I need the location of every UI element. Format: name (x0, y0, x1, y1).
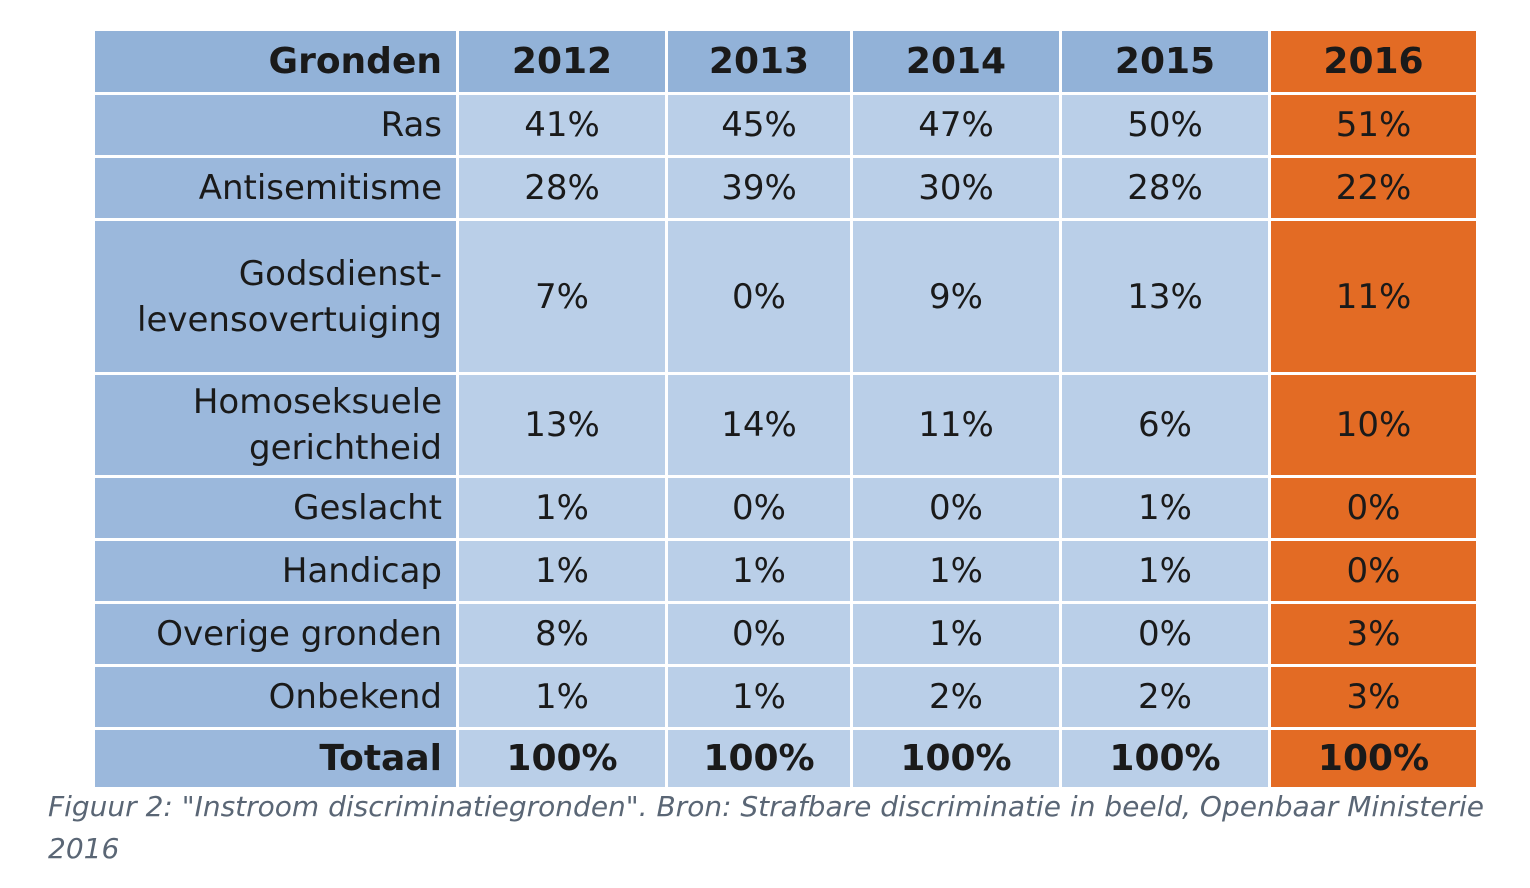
header-row: Gronden 2012 2013 2014 2015 2016 (92, 28, 1479, 95)
table-cell-highlight: 3% (1268, 664, 1479, 730)
table-cell: 0% (665, 475, 853, 541)
table-cell: 14% (665, 372, 853, 478)
table-cell: 0% (1059, 601, 1271, 667)
row-label: Ras (92, 92, 459, 158)
table-row: Overige gronden 8% 0% 1% 0% 3% (92, 601, 1479, 667)
column-header: 2013 (665, 28, 853, 95)
data-table: Gronden 2012 2013 2014 2015 2016 Ras 41%… (92, 28, 1479, 790)
total-cell: 100% (850, 727, 1062, 790)
table-cell: 50% (1059, 92, 1271, 158)
table-cell: 1% (1059, 538, 1271, 604)
table-cell: 0% (665, 601, 853, 667)
row-label: Onbekend (92, 664, 459, 730)
table-cell: 6% (1059, 372, 1271, 478)
table-cell-highlight: 10% (1268, 372, 1479, 478)
table-row: Geslacht 1% 0% 0% 1% 0% (92, 475, 1479, 541)
table-cell: 45% (665, 92, 853, 158)
table-cell: 1% (850, 601, 1062, 667)
table-cell: 0% (850, 475, 1062, 541)
column-header: 2012 (456, 28, 668, 95)
table-row: Godsdienst-levensovertuiging 7% 0% 9% 13… (92, 218, 1479, 375)
table-cell: 47% (850, 92, 1062, 158)
table-cell-highlight: 11% (1268, 218, 1479, 375)
table-cell-highlight: 22% (1268, 155, 1479, 221)
total-cell-highlight: 100% (1268, 727, 1479, 790)
column-header-highlight: 2016 (1268, 28, 1479, 95)
table-cell: 28% (1059, 155, 1271, 221)
table-cell: 13% (1059, 218, 1271, 375)
table-cell: 1% (1059, 475, 1271, 541)
table-cell: 39% (665, 155, 853, 221)
table-cell: 41% (456, 92, 668, 158)
row-label: Geslacht (92, 475, 459, 541)
table-cell: 30% (850, 155, 1062, 221)
total-cell: 100% (456, 727, 668, 790)
table-cell: 1% (456, 538, 668, 604)
column-header: Gronden (92, 28, 459, 95)
table-row: Antisemitisme 28% 39% 30% 28% 22% (92, 155, 1479, 221)
table-cell-highlight: 0% (1268, 538, 1479, 604)
table-cell: 1% (665, 538, 853, 604)
table-cell: 2% (850, 664, 1062, 730)
table-row: Onbekend 1% 1% 2% 2% 3% (92, 664, 1479, 730)
table-cell: 2% (1059, 664, 1271, 730)
row-label: Handicap (92, 538, 459, 604)
table-row: Ras 41% 45% 47% 50% 51% (92, 92, 1479, 158)
table-cell-highlight: 3% (1268, 601, 1479, 667)
table-cell: 1% (665, 664, 853, 730)
column-header: 2014 (850, 28, 1062, 95)
table-cell: 8% (456, 601, 668, 667)
row-label: Overige gronden (92, 601, 459, 667)
total-cell: 100% (1059, 727, 1271, 790)
table-cell-highlight: 51% (1268, 92, 1479, 158)
table-cell: 11% (850, 372, 1062, 478)
figure-caption: Figuur 2: "Instroom discriminatiegronden… (48, 790, 1484, 865)
table-cell: 28% (456, 155, 668, 221)
table-cell: 9% (850, 218, 1062, 375)
row-label-line: Homoseksuele gerichtheid (192, 382, 442, 468)
table-row: Homoseksuele gerichtheid 13% 14% 11% 6% … (92, 372, 1479, 478)
total-cell: 100% (665, 727, 853, 790)
row-label: Godsdienst-levensovertuiging (92, 218, 459, 375)
table-row: Handicap 1% 1% 1% 1% 0% (92, 538, 1479, 604)
total-label: Totaal (92, 727, 459, 790)
table-cell: 1% (850, 538, 1062, 604)
table-cell: 1% (456, 475, 668, 541)
total-row: Totaal 100% 100% 100% 100% 100% (92, 727, 1479, 790)
table-cell: 7% (456, 218, 668, 375)
table-cell: 0% (665, 218, 853, 375)
row-label: Antisemitisme (92, 155, 459, 221)
row-label: Homoseksuele gerichtheid (92, 372, 459, 478)
table-cell-highlight: 0% (1268, 475, 1479, 541)
column-header: 2015 (1059, 28, 1271, 95)
table-cell: 13% (456, 372, 668, 478)
table-cell: 1% (456, 664, 668, 730)
